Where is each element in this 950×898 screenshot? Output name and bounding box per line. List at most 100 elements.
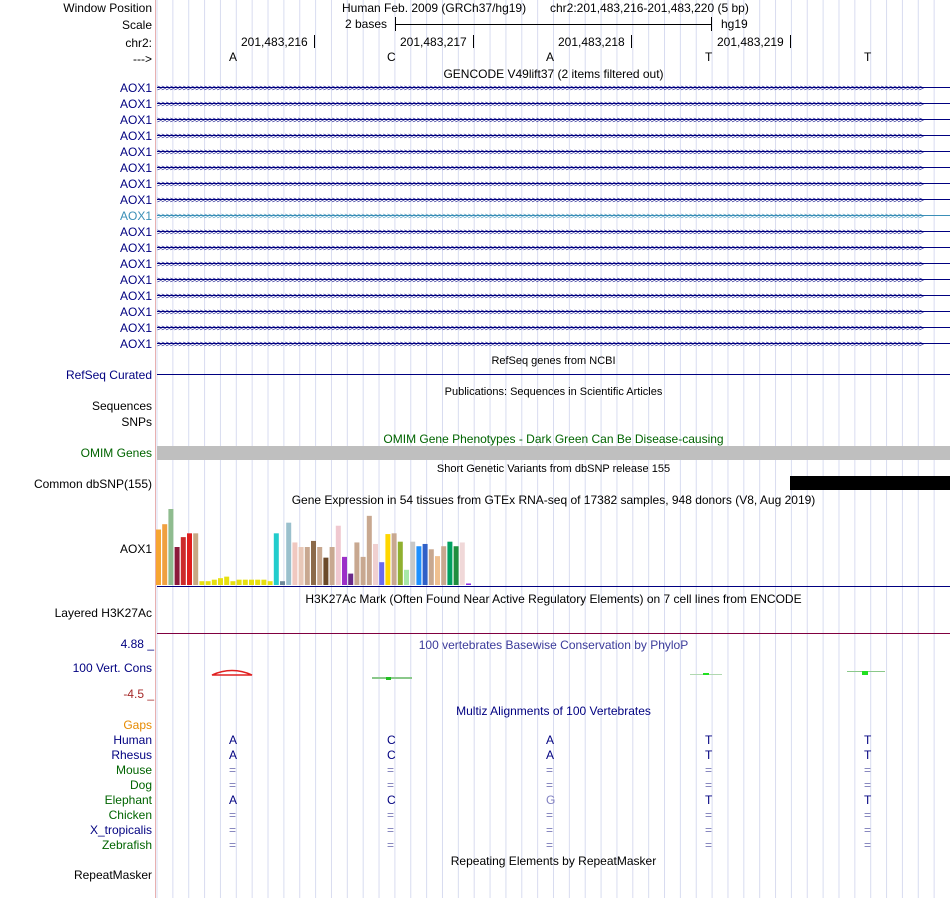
gencode-strand-arrows: >>>>>>>>>>>>>>>>>>>>>>>>>>>>>>>>>>>>>>>>… xyxy=(157,163,924,173)
gencode-item-label[interactable]: AOX1 xyxy=(119,161,152,175)
gencode-transcript[interactable] xyxy=(157,215,950,216)
gencode-transcript[interactable] xyxy=(157,327,950,328)
gencode-item-label[interactable]: AOX1 xyxy=(119,321,152,335)
gtex-tissue-bar xyxy=(205,581,211,585)
multiz-base: = xyxy=(387,808,395,822)
gencode-strand-arrows: >>>>>>>>>>>>>>>>>>>>>>>>>>>>>>>>>>>>>>>>… xyxy=(157,227,924,237)
multiz-base: = xyxy=(546,838,554,852)
gencode-item-label[interactable]: AOX1 xyxy=(119,241,152,255)
refseq-track-title[interactable]: RefSeq genes from NCBI xyxy=(491,355,616,367)
phylop-label[interactable]: 100 Vert. Cons xyxy=(72,661,152,675)
gtex-tissue-bar xyxy=(199,581,205,585)
omim-label[interactable]: OMIM Genes xyxy=(80,446,152,460)
gencode-item-label[interactable]: AOX1 xyxy=(119,193,152,207)
gencode-transcript[interactable] xyxy=(157,343,950,344)
multiz-species-label[interactable]: Elephant xyxy=(104,793,152,807)
gtex-tissue-bar xyxy=(441,546,447,585)
refseq-gene-line[interactable] xyxy=(157,374,950,375)
publications-sequences-label[interactable]: Sequences xyxy=(91,399,152,413)
dbsnp-label[interactable]: Common dbSNP(155) xyxy=(33,477,152,491)
gtex-tissue-bar xyxy=(162,524,168,585)
gencode-strand-arrows: >>>>>>>>>>>>>>>>>>>>>>>>>>>>>>>>>>>>>>>>… xyxy=(157,291,924,301)
gencode-item-label[interactable]: AOX1 xyxy=(119,177,152,191)
gencode-transcript[interactable] xyxy=(157,295,950,296)
gtex-chart[interactable] xyxy=(155,505,950,588)
gencode-item-label[interactable]: AOX1 xyxy=(119,145,152,159)
gencode-item-label[interactable]: AOX1 xyxy=(119,209,152,223)
repeatmasker-label[interactable]: RepeatMasker xyxy=(73,868,152,882)
base-4: T xyxy=(705,50,713,64)
multiz-species-label[interactable]: Rhesus xyxy=(111,748,152,762)
dbsnp-feature[interactable] xyxy=(790,476,950,490)
multiz-species-label[interactable]: Mouse xyxy=(115,763,152,777)
gencode-transcript[interactable] xyxy=(157,119,950,120)
gtex-tissue-bar xyxy=(311,540,316,585)
gtex-tissue-bar xyxy=(466,583,471,585)
gtex-tissue-bar xyxy=(174,547,180,585)
gencode-item-label[interactable]: AOX1 xyxy=(119,337,152,351)
dbsnp-track-title[interactable]: Short Genetic Variants from dbSNP releas… xyxy=(436,463,671,475)
gtex-tissue-bar xyxy=(224,576,230,585)
gencode-item-label[interactable]: AOX1 xyxy=(119,113,152,127)
gencode-item-label[interactable]: AOX1 xyxy=(119,257,152,271)
gencode-transcript[interactable] xyxy=(157,87,950,88)
gtex-tissue-bar xyxy=(267,581,273,585)
gencode-transcript[interactable] xyxy=(157,311,950,312)
gencode-item-label[interactable]: AOX1 xyxy=(119,81,152,95)
multiz-species-label[interactable]: Dog xyxy=(129,778,152,792)
multiz-species-label[interactable]: Chicken xyxy=(108,808,152,822)
gencode-transcript[interactable] xyxy=(157,183,950,184)
omim-feature[interactable] xyxy=(157,446,950,460)
multiz-base: = xyxy=(864,808,872,822)
multiz-species-label[interactable]: X_tropicalis xyxy=(89,823,152,837)
gencode-item-label[interactable]: AOX1 xyxy=(119,305,152,319)
multiz-base: T xyxy=(864,748,872,762)
publications-track-title[interactable]: Publications: Sequences in Scientific Ar… xyxy=(444,386,663,398)
gencode-transcript[interactable] xyxy=(157,199,950,200)
gencode-transcript[interactable] xyxy=(157,247,950,248)
phylop-plot[interactable] xyxy=(157,660,950,690)
gencode-transcript[interactable] xyxy=(157,151,950,152)
multiz-species-label[interactable]: Zebrafish xyxy=(101,838,152,852)
phylop-track-title[interactable]: 100 vertebrates Basewise Conservation by… xyxy=(418,638,689,652)
gtex-tissue-bar xyxy=(404,569,409,585)
gencode-strand-arrows: >>>>>>>>>>>>>>>>>>>>>>>>>>>>>>>>>>>>>>>>… xyxy=(157,259,924,269)
gencode-transcript[interactable] xyxy=(157,263,950,264)
h3k27ac-track-title[interactable]: H3K27Ac Mark (Often Found Near Active Re… xyxy=(305,592,802,606)
multiz-track-title[interactable]: Multiz Alignments of 100 Vertebrates xyxy=(456,704,651,718)
phylop-peak-4-dot xyxy=(703,673,709,675)
gtex-tissue-bar xyxy=(242,579,248,585)
gtex-tissue-bar xyxy=(416,546,422,585)
gencode-transcript[interactable] xyxy=(157,279,950,280)
position-label: chr2:201,483,216-201,483,220 (5 bp) xyxy=(550,1,749,15)
gencode-transcript[interactable] xyxy=(157,103,950,104)
gencode-item-label[interactable]: AOX1 xyxy=(119,225,152,239)
chrom-label: chr2: xyxy=(125,36,152,50)
gencode-item-label[interactable]: AOX1 xyxy=(119,97,152,111)
gtex-tissue-bar xyxy=(348,573,354,585)
gencode-item-label[interactable]: AOX1 xyxy=(119,129,152,143)
gtex-track-title[interactable]: Gene Expression in 54 tissues from GTEx … xyxy=(291,493,816,507)
gtex-tissue-bar xyxy=(304,547,310,585)
gtex-tissue-bar xyxy=(323,557,329,585)
multiz-base: = xyxy=(546,808,554,822)
omim-track-title[interactable]: OMIM Gene Phenotypes - Dark Green Can Be… xyxy=(383,432,724,446)
gtex-label[interactable]: AOX1 xyxy=(119,542,152,556)
refseq-label[interactable]: RefSeq Curated xyxy=(65,368,152,382)
multiz-species-label[interactable]: Human xyxy=(113,733,152,747)
h3k27ac-label[interactable]: Layered H3K27Ac xyxy=(54,606,152,620)
publications-snps-label[interactable]: SNPs xyxy=(121,415,152,429)
gencode-item-label[interactable]: AOX1 xyxy=(119,289,152,303)
gencode-item-label[interactable]: AOX1 xyxy=(119,273,152,287)
gencode-track-title[interactable]: GENCODE V49lift37 (2 items filtered out) xyxy=(443,67,664,81)
gencode-transcript[interactable] xyxy=(157,231,950,232)
gencode-transcript[interactable] xyxy=(157,167,950,168)
gtex-tissue-bar xyxy=(180,537,186,585)
base-2: C xyxy=(387,50,396,64)
repeatmasker-track-title[interactable]: Repeating Elements by RepeatMasker xyxy=(450,854,657,868)
multiz-gaps-label[interactable]: Gaps xyxy=(123,718,152,732)
gtex-tissue-bar xyxy=(453,546,459,585)
gencode-transcript[interactable] xyxy=(157,135,950,136)
gtex-tissue-bar xyxy=(360,556,366,585)
scale-text: 2 bases xyxy=(345,17,388,31)
